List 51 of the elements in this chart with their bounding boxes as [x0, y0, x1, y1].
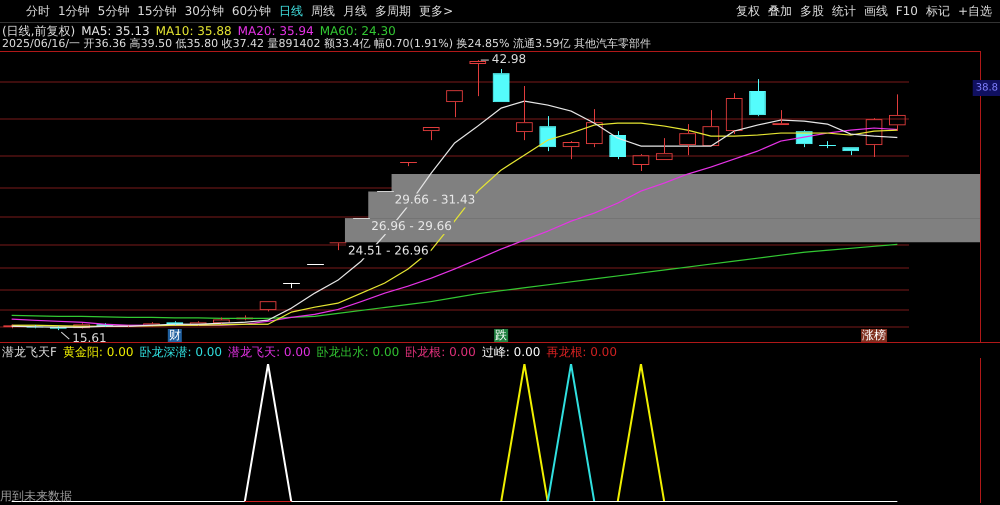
candlestick	[749, 78, 766, 117]
band-label: 29.66 - 31.43	[394, 192, 476, 207]
text: 38.8	[976, 82, 998, 94]
candlestick	[282, 282, 300, 289]
text: MA5: 35.13	[81, 24, 150, 38]
text: F10	[896, 4, 918, 18]
text: 周线	[311, 4, 336, 18]
text: 多周期	[375, 4, 412, 18]
legend-label: 潜龙飞天: 0.00	[228, 345, 311, 359]
text: 30分钟	[184, 4, 224, 18]
text: 1分钟	[58, 4, 90, 18]
candlestick	[539, 116, 556, 152]
annotation: 涨榜	[862, 328, 886, 342]
candlestick	[842, 147, 860, 156]
text: 过峰: 0.00	[482, 345, 540, 359]
band-label: 26.96 - 29.66	[371, 219, 452, 234]
candlestick	[400, 162, 418, 167]
text: 更多>	[419, 4, 454, 18]
band-label: 24.51 - 26.96	[348, 243, 429, 258]
text: 画线	[864, 4, 888, 18]
text: 标记	[926, 4, 950, 18]
annotation: 用到未来数据	[0, 489, 72, 503]
chart-title: 潜龙飞天F	[2, 345, 57, 359]
candlestick	[818, 140, 836, 149]
text: 分时	[26, 4, 50, 18]
text: 多股	[800, 4, 824, 18]
candlestick	[492, 68, 510, 102]
annotation: 42.98	[492, 52, 526, 66]
text: 再龙根: 0.00	[546, 345, 617, 359]
annotation: 财	[168, 328, 181, 342]
text: 叠加	[768, 4, 792, 18]
text: 统计	[832, 4, 856, 18]
text: 卧龙深潜: 0.00	[139, 345, 222, 359]
legend-label: 卧龙根: 0.00	[405, 345, 476, 359]
text: 60分钟	[232, 4, 272, 18]
text: 5分钟	[98, 4, 130, 18]
text: MA20: 35.94	[238, 24, 314, 38]
annotation: 15.61	[72, 331, 107, 346]
legend-label: 卧龙出水: 0.00	[316, 345, 400, 359]
text: 15分钟	[137, 4, 177, 18]
chart-title: (日线,前复权)	[2, 24, 76, 38]
text: 黄金阳: 0.00	[62, 345, 134, 359]
text: +自选	[958, 4, 992, 18]
text: 日线	[279, 4, 304, 18]
candlestick	[609, 130, 626, 160]
text: 月线	[343, 4, 368, 18]
annotation: 跌	[495, 328, 508, 342]
text: 复权	[736, 4, 760, 18]
text: MA10: 35.88	[156, 24, 232, 38]
chart-subtitle: 2025/06/16/一 开36.36 高39.50 低35.80 收37.42 量891402 额33.4亿 幅0.70(1.91%) 换24.85% 流通3.59亿 其他汽车零部件	[2, 37, 651, 51]
text: MA60: 24.30	[320, 24, 396, 38]
